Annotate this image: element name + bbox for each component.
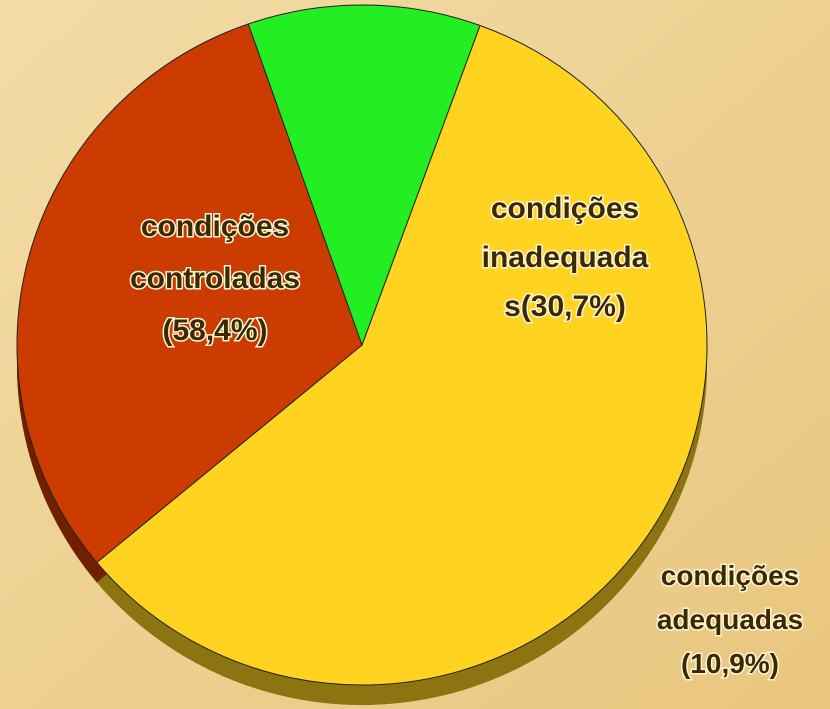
slice-label: condições adequadas (10,9%) xyxy=(657,560,803,679)
slice-label: condições inadequada s(30,7%) xyxy=(482,192,649,323)
slice xyxy=(16,23,363,564)
label-line: condições xyxy=(141,210,289,243)
label-line: condições xyxy=(661,560,799,591)
label-line: condições xyxy=(491,192,639,225)
labels: condições controladas (58,4%) condições inad… xyxy=(128,190,804,680)
value-label: (30,7%) xyxy=(521,290,626,323)
value-label: (58,4%) xyxy=(162,314,267,347)
pie xyxy=(16,4,708,686)
slice xyxy=(247,4,481,347)
label-line: controladas xyxy=(130,262,300,295)
label-line: s xyxy=(504,290,521,323)
slice xyxy=(96,24,708,686)
label-line: inadequada xyxy=(482,241,649,274)
value-label: (10,9%) xyxy=(681,648,779,679)
slice-label: condições controladas (58,4%) xyxy=(130,210,300,347)
label-line: adequadas xyxy=(657,604,803,635)
